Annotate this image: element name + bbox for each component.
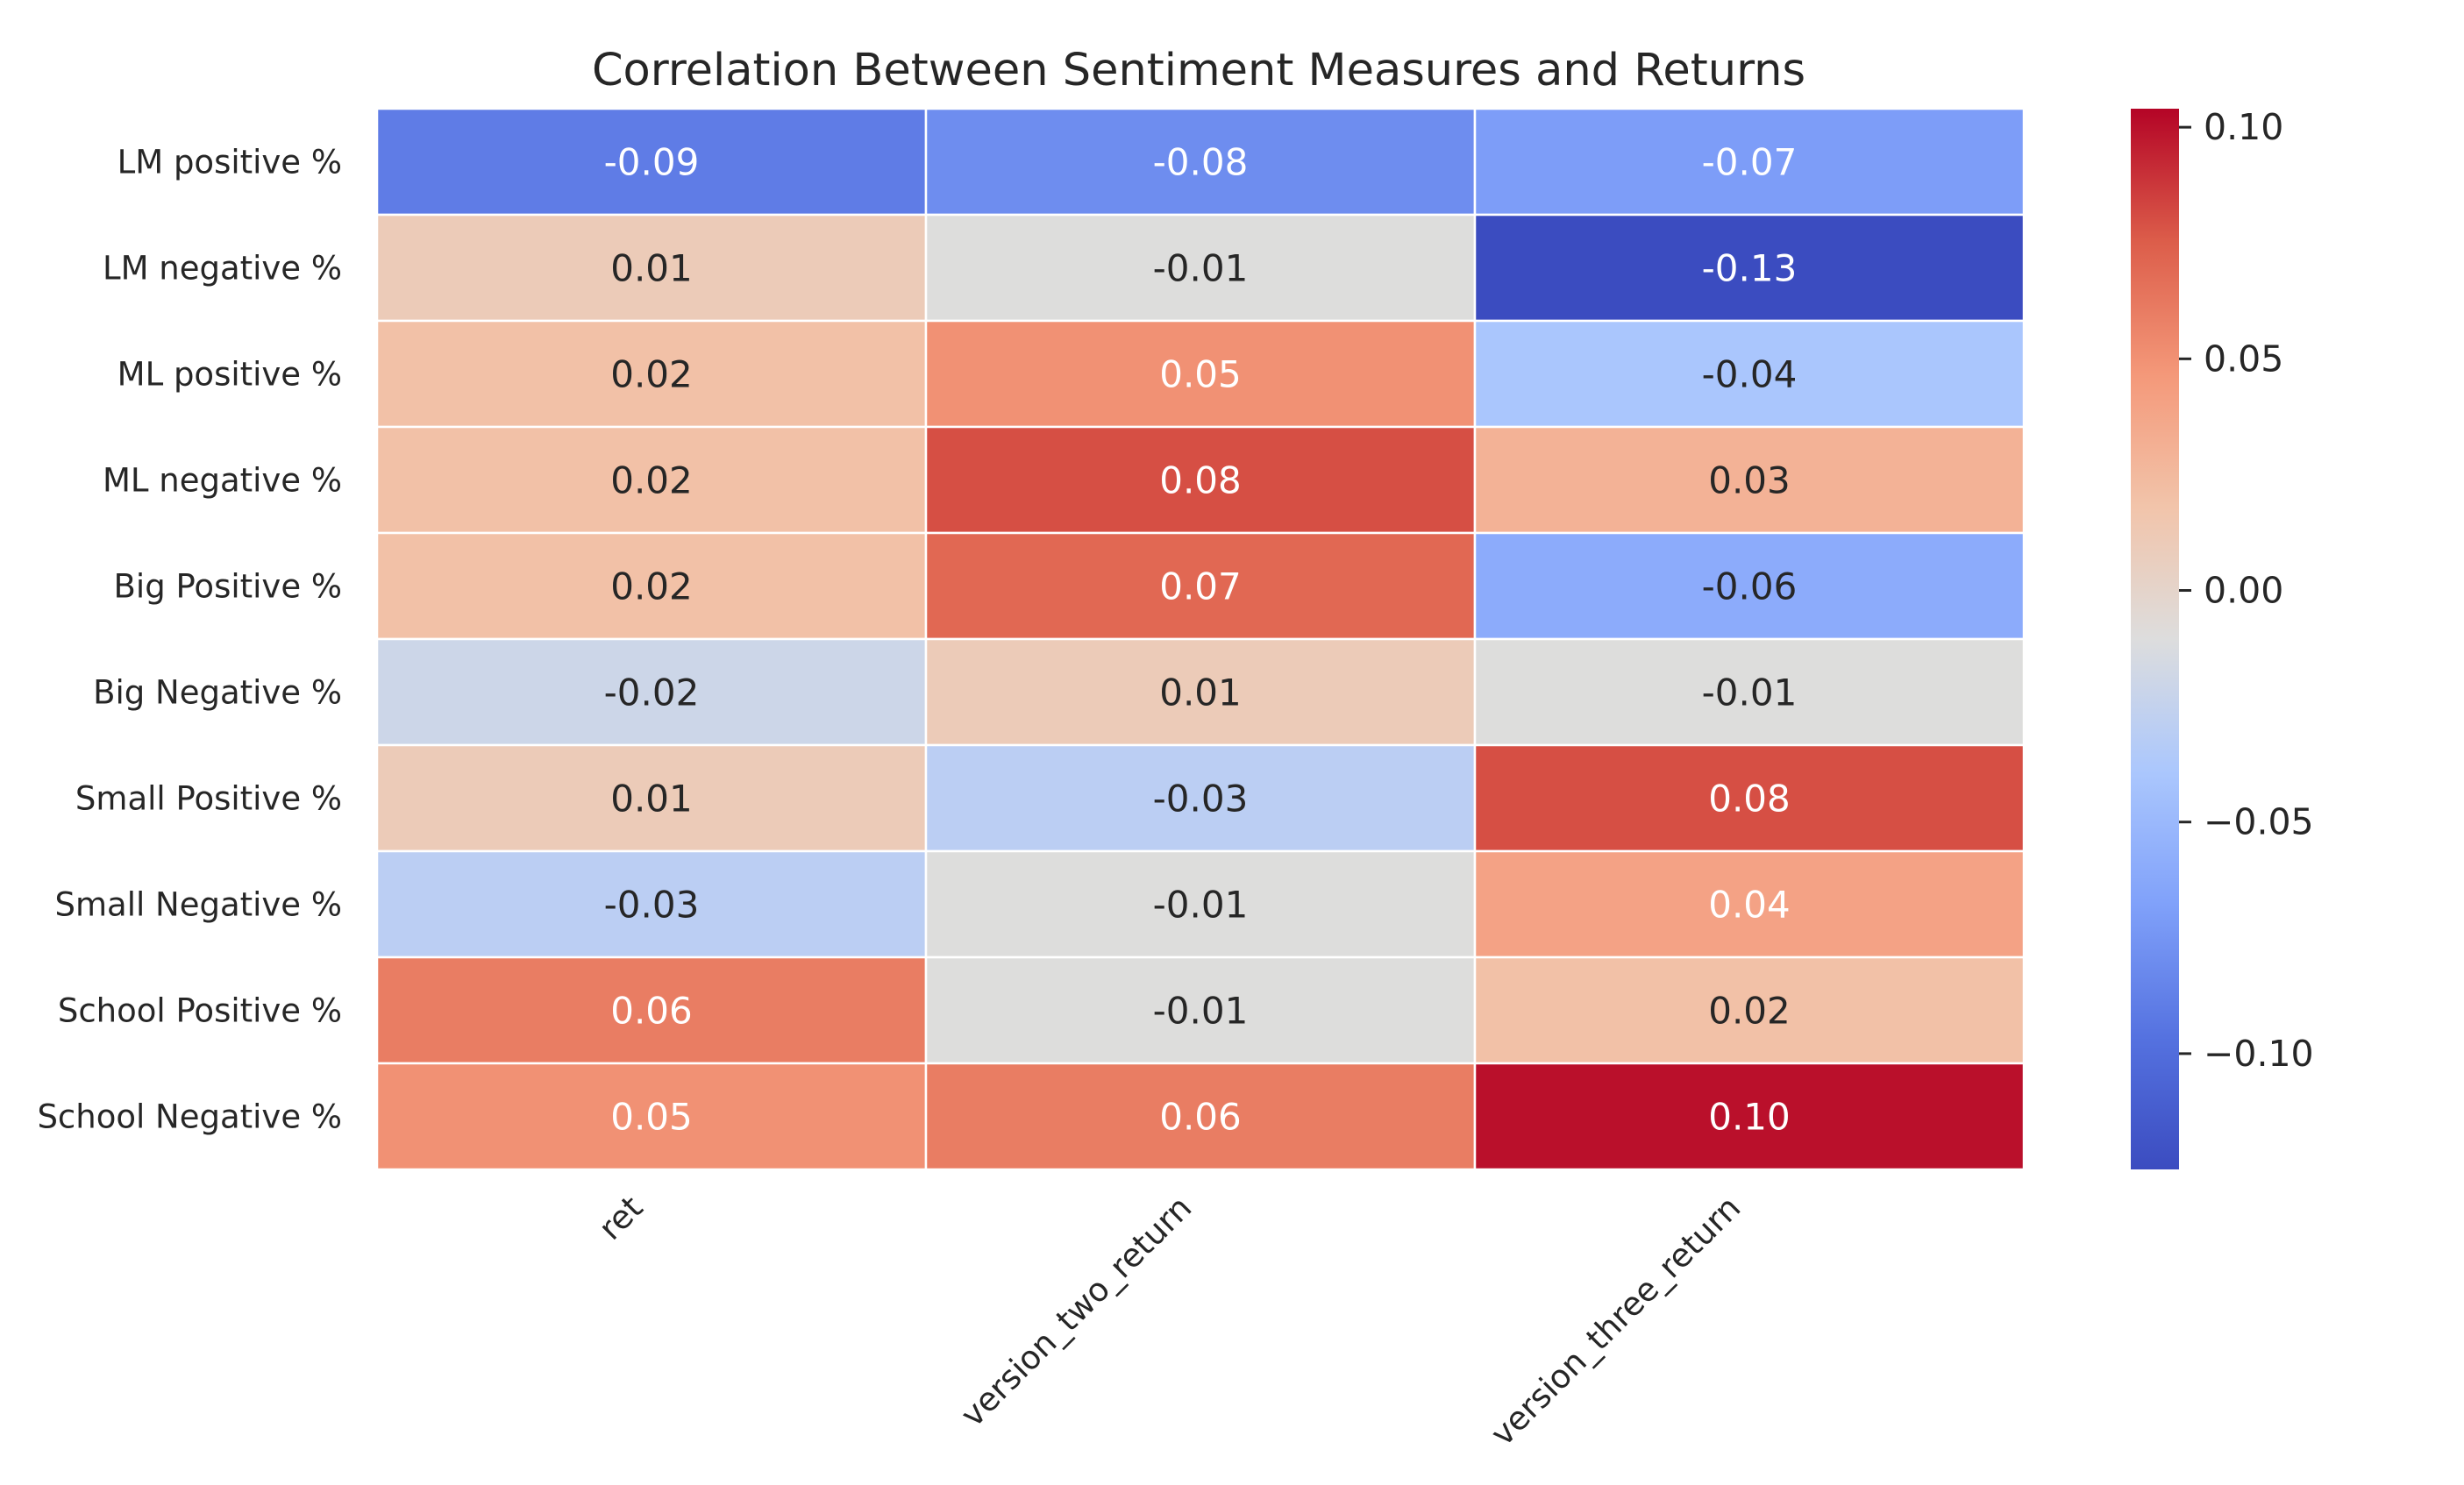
column-label: version_three_return [1484,1189,1748,1453]
cell-value-label: 0.10 [1708,1096,1791,1139]
chart-title: Correlation Between Sentiment Measures a… [592,45,1805,96]
cell-value-label: 0.03 [1708,459,1791,502]
heatmap-cell [924,743,1477,853]
cell-value-label: -0.01 [1702,671,1798,714]
cell-value-label: -0.07 [1702,141,1798,184]
cell-value-label: 0.05 [610,1096,693,1139]
heatmap-cell [1473,531,2026,641]
cell-value-label: -0.01 [1153,884,1249,927]
heatmap-cell [375,531,928,641]
row-label: School Positive % [58,992,342,1030]
heatmap-cell [1473,743,2026,853]
colorbar-tick-label: 0.10 [2204,106,2283,148]
row-labels: LM positive % LM negative % ML positive % M… [37,144,342,1136]
cell-value-label: -0.13 [1702,247,1798,290]
cell-value-label: -0.03 [1153,778,1249,821]
row-label: Small Negative % [55,886,343,924]
heatmap-cells: -0.09 -0.08 -0.07 0.01 -0.01 -0.13 0.02 0.05 -0.… [375,107,2026,1171]
heatmap-cell [375,637,928,747]
heatmap-cell [1473,213,2026,323]
cell-value-label: -0.03 [604,884,700,927]
cell-value-label: 0.02 [610,565,693,608]
heatmap-cell [924,637,1477,747]
row-label: Small Positive % [75,780,342,818]
cell-value-label: -0.04 [1702,353,1798,396]
row-label: Big Negative % [93,674,342,712]
cell-value-label: -0.08 [1153,141,1249,184]
colorbar-tick-label: −0.10 [2204,1033,2314,1075]
row-label: Big Positive % [114,568,342,606]
heatmap-cell [1473,1062,2026,1171]
cell-value-label: 0.05 [1159,353,1242,396]
colorbar-tick-label: 0.00 [2204,570,2283,612]
cell-value-label: 0.01 [610,247,693,290]
heatmap-cell [375,956,928,1065]
heatmap-cell [924,1062,1477,1171]
cell-value-label: 0.07 [1159,565,1242,608]
cell-value-label: 0.01 [1159,671,1242,714]
heatmap-cell [375,213,928,323]
colorbar-gradient [2131,109,2179,1169]
cell-value-label: -0.09 [604,141,700,184]
cell-value-label: 0.01 [610,778,693,821]
cell-value-label: 0.04 [1708,884,1791,927]
cell-value-label: -0.01 [1153,247,1249,290]
cell-value-label: 0.08 [1159,459,1242,502]
heatmap-cell [1473,637,2026,747]
column-label: version_two_return [953,1189,1199,1434]
cell-value-label: -0.06 [1702,565,1798,608]
heatmap-cell [1473,849,2026,959]
cell-value-label: 0.02 [610,459,693,502]
colorbar: 0.10 0.05 0.00 −0.05 −0.10 [2131,106,2314,1169]
heatmap-cell [924,107,1477,217]
cell-value-label: 0.06 [1159,1096,1242,1139]
colorbar-tick-label: 0.05 [2204,338,2283,380]
heatmap-cell [375,107,928,217]
heatmap-cell [924,213,1477,323]
heatmap-cell [1473,425,2026,535]
row-label: ML negative % [103,462,342,500]
heatmap-cell [1473,956,2026,1065]
row-label: LM positive % [118,144,342,181]
cell-value-label: 0.02 [1708,990,1791,1033]
heatmap-cell [1473,107,2026,217]
cell-value-label: -0.01 [1153,990,1249,1033]
heatmap-cell [924,849,1477,959]
heatmap-cell [375,849,928,959]
heatmap-cell [375,425,928,535]
cell-value-label: 0.08 [1708,778,1791,821]
row-label: LM negative % [103,250,342,288]
heatmap-cell [924,319,1477,429]
column-label: ret [591,1189,650,1247]
heatmap-cell [375,743,928,853]
colorbar-tick-label: −0.05 [2204,801,2314,843]
heatmap-cell [375,1062,928,1171]
column-labels: ret version_two_return version_three_retur… [591,1189,1748,1453]
row-label: ML positive % [118,356,342,394]
cell-value-label: 0.02 [610,353,693,396]
row-label: School Negative % [37,1098,342,1136]
cell-value-label: -0.02 [604,671,700,714]
heatmap-cell [924,531,1477,641]
cell-value-label: 0.06 [610,990,693,1033]
